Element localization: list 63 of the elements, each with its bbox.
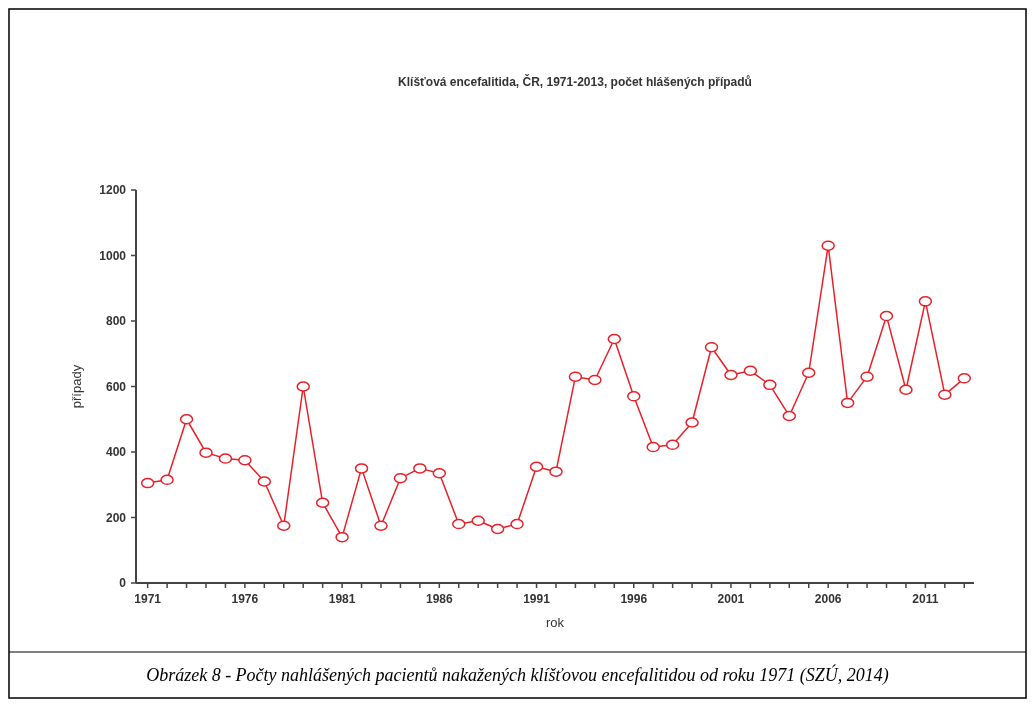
x-tick-label: 1976: [231, 592, 259, 606]
y-tick-label: 200: [105, 510, 127, 525]
y-axis-title: případy: [69, 364, 84, 409]
point: [821, 240, 835, 251]
point: [879, 310, 894, 322]
point: [957, 373, 972, 384]
point: [374, 520, 388, 531]
y-tick-label: 400: [105, 445, 127, 460]
point: [899, 384, 913, 396]
point: [335, 531, 349, 543]
point: [704, 341, 719, 353]
point: [140, 477, 155, 489]
x-tick-label: 2006: [814, 592, 842, 606]
x-tick-label: 2001: [717, 592, 745, 606]
point: [296, 381, 310, 392]
point: [549, 466, 563, 477]
point: [801, 367, 816, 378]
point: [665, 439, 680, 451]
point: [452, 518, 466, 530]
y-tick-label: 800: [105, 314, 127, 329]
point: [354, 463, 369, 474]
point: [510, 518, 524, 530]
point: [490, 523, 505, 535]
point: [782, 410, 797, 422]
point: [588, 374, 602, 386]
x-tick-label: 1971: [134, 592, 162, 606]
chart-title: Klíšťová encefalitida, ČR, 1971-2013, počet hlášených případů: [398, 74, 752, 89]
point: [432, 468, 447, 479]
x-tick-label: 1996: [620, 592, 648, 606]
y-tick-label: 600: [105, 379, 127, 394]
point: [685, 417, 699, 428]
point: [840, 397, 855, 409]
point: [471, 515, 485, 527]
point: [646, 441, 660, 453]
point: [763, 379, 777, 391]
y-tick-label: 0: [119, 576, 127, 591]
point: [199, 447, 213, 458]
point: [413, 463, 427, 474]
point: [938, 389, 952, 400]
x-tick-label: 2011: [912, 592, 939, 606]
text: Obrázek 8 - Počty nahlášených pacientů nakažených klíšťovou encefalitidou od roku 1971 (SZÚ, 2014): [146, 664, 889, 686]
x-axis-title: rok: [545, 615, 565, 630]
x-tick-label: 1986: [425, 592, 453, 606]
point: [393, 472, 408, 484]
point: [315, 497, 330, 509]
y-tick-label: 1000: [99, 248, 127, 263]
point: [160, 474, 174, 486]
point: [179, 414, 194, 425]
point: [568, 371, 583, 382]
point: [218, 453, 233, 464]
point: [860, 371, 874, 382]
point: [277, 520, 291, 531]
point: [529, 461, 544, 472]
point: [724, 369, 738, 381]
point: [607, 333, 622, 345]
x-tick-label: 1981: [328, 592, 356, 606]
point: [627, 391, 641, 402]
point: [743, 365, 758, 377]
x-tick-label: 1991: [523, 592, 551, 606]
y-tick-label: 1200: [99, 183, 127, 198]
point: [918, 296, 933, 307]
point: [257, 476, 272, 487]
point: [238, 454, 252, 466]
